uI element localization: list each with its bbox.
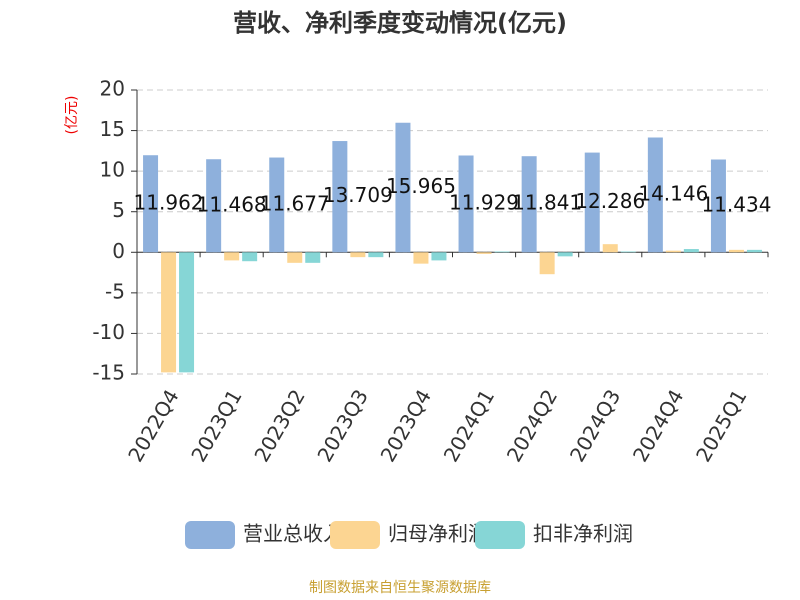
bar xyxy=(539,252,555,275)
x-tick-label: 2023Q3 xyxy=(312,385,372,466)
y-tick-label: -5 xyxy=(105,279,125,303)
bar xyxy=(206,159,222,253)
bar xyxy=(746,249,762,253)
bar xyxy=(368,252,384,258)
y-tick-label: -10 xyxy=(92,320,125,344)
data-label: 11.677 xyxy=(260,191,330,215)
bar xyxy=(143,155,159,253)
bar xyxy=(557,252,573,257)
legend-swatch xyxy=(185,521,235,549)
bar xyxy=(179,252,195,373)
bar xyxy=(431,252,447,261)
data-label: 13.709 xyxy=(323,183,393,207)
y-tick-label: 10 xyxy=(100,158,125,182)
bar xyxy=(647,137,663,253)
bar xyxy=(269,157,285,253)
bar xyxy=(620,251,636,253)
source-note: 制图数据来自恒生聚源数据库 xyxy=(309,580,491,596)
data-label: 12.286 xyxy=(575,189,645,213)
x-tick-label: 2024Q4 xyxy=(628,385,688,466)
x-tick-label: 2023Q2 xyxy=(249,385,309,466)
bar xyxy=(413,252,429,264)
data-label: 11.962 xyxy=(134,190,204,214)
y-tick-label: 0 xyxy=(112,239,125,263)
legend-label: 扣非净利润 xyxy=(533,522,633,546)
y-tick-label: 5 xyxy=(112,198,125,222)
bar xyxy=(494,251,510,253)
data-label: 14.146 xyxy=(638,181,708,205)
bar xyxy=(521,156,537,253)
x-tick-label: 2024Q2 xyxy=(502,385,562,466)
bar xyxy=(476,252,492,254)
chart-title: 营收、净利季度变动情况(亿元) xyxy=(233,9,567,37)
bar xyxy=(287,252,303,263)
bar xyxy=(602,244,618,253)
legend-label: 归母净利润 xyxy=(388,522,488,546)
bar xyxy=(683,249,699,253)
y-axis-label: (亿元) xyxy=(64,96,80,135)
bar xyxy=(305,252,321,263)
bar xyxy=(458,155,474,253)
bar xyxy=(710,159,726,253)
y-tick-label: 15 xyxy=(100,117,125,141)
data-label: 15.965 xyxy=(386,174,456,198)
data-label: 11.434 xyxy=(701,192,771,216)
bar xyxy=(665,250,681,253)
bar xyxy=(395,122,411,253)
bar xyxy=(224,252,240,261)
y-tick-label: 20 xyxy=(100,77,125,101)
data-label: 11.929 xyxy=(449,190,519,214)
data-label: 11.841 xyxy=(512,191,582,215)
legend-label: 营业总收入 xyxy=(243,522,343,546)
x-tick-label: 2023Q1 xyxy=(186,385,246,466)
x-tick-label: 2023Q4 xyxy=(376,385,436,466)
bar xyxy=(350,252,366,258)
legend-swatch xyxy=(330,521,380,549)
x-tick-label: 2024Q3 xyxy=(565,385,625,466)
x-tick-label: 2022Q4 xyxy=(123,385,183,466)
y-tick-label: -15 xyxy=(92,361,125,385)
bar xyxy=(161,252,177,373)
x-tick-label: 2024Q1 xyxy=(439,385,499,466)
legend-swatch xyxy=(475,521,525,549)
data-label: 11.468 xyxy=(197,192,267,216)
bar xyxy=(332,141,348,253)
bar xyxy=(584,152,600,253)
bar xyxy=(728,249,744,253)
x-tick-label: 2025Q1 xyxy=(691,385,751,466)
bar xyxy=(242,252,258,262)
